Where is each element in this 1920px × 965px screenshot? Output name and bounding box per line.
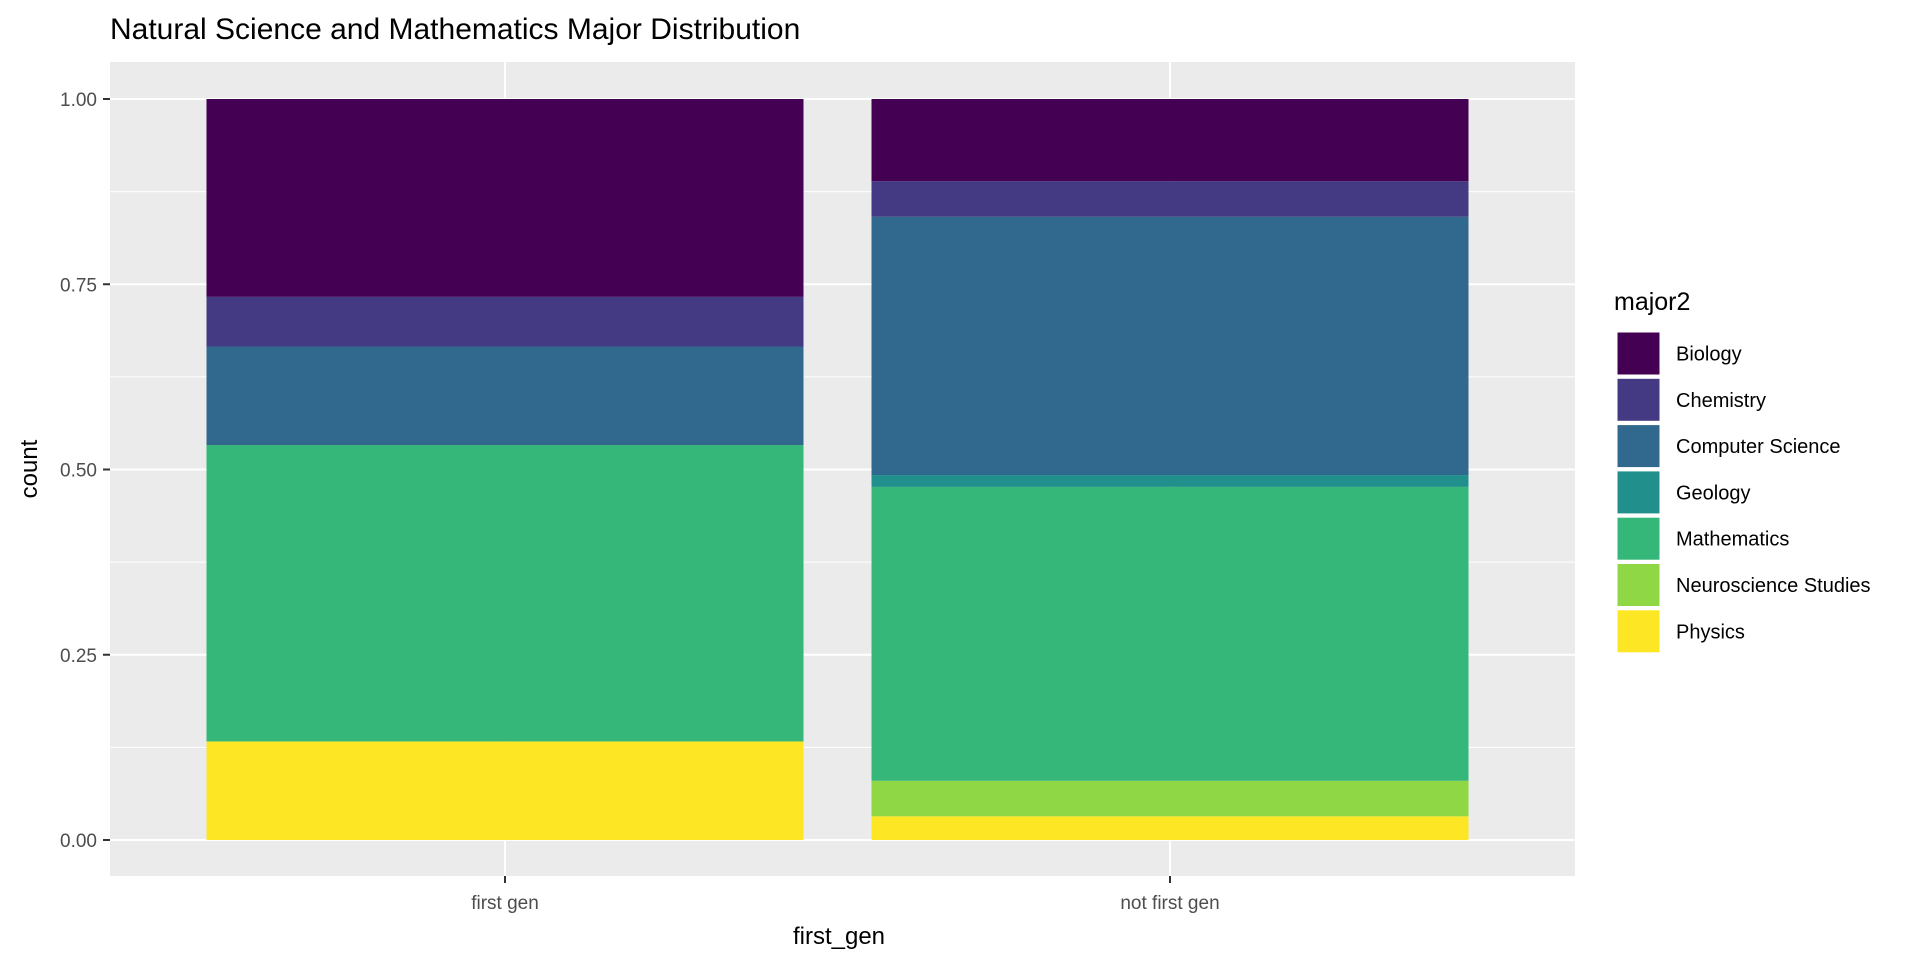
bar-segment xyxy=(206,445,804,742)
y-tick-label: 0.75 xyxy=(60,275,97,296)
legend: major2 Biology Chemistry Computer Science G… xyxy=(1614,288,1871,654)
y-tick-label: 0.00 xyxy=(60,831,97,852)
x-tick-label: first gen xyxy=(471,893,539,914)
y-axis-label: count xyxy=(16,439,43,498)
legend-label: Computer Science xyxy=(1676,436,1841,458)
legend-label: Biology xyxy=(1676,344,1742,366)
bars xyxy=(206,99,1469,840)
legend-label: Chemistry xyxy=(1676,390,1766,412)
legend-key xyxy=(1616,377,1661,422)
legend-key xyxy=(1616,424,1661,469)
bar-segment xyxy=(206,99,804,297)
legend-key xyxy=(1616,470,1661,515)
legend-label: Geology xyxy=(1676,482,1751,504)
bar-segment xyxy=(871,816,1469,840)
y-tick-label: 0.50 xyxy=(60,461,97,482)
bar-segment xyxy=(871,475,1469,487)
legend-label: Mathematics xyxy=(1676,529,1789,551)
legend-items: Biology Chemistry Computer Science Geology M… xyxy=(1616,331,1871,654)
legend-key xyxy=(1616,563,1661,607)
legend-key xyxy=(1616,516,1661,561)
x-axis-label: first_gen xyxy=(793,923,885,950)
x-tick-label: not first gen xyxy=(1120,893,1219,914)
legend-key xyxy=(1616,609,1661,654)
bar-segment xyxy=(871,486,1469,781)
bar-segment xyxy=(871,99,1469,182)
bar-segment xyxy=(206,296,804,347)
bar-segment xyxy=(871,216,1469,476)
bar-segment xyxy=(206,346,804,446)
legend-label: Neuroscience Studies xyxy=(1676,575,1871,597)
legend-title: major2 xyxy=(1614,288,1690,316)
legend-key xyxy=(1616,331,1661,376)
y-tick-label: 1.00 xyxy=(60,90,97,111)
legend-label: Physics xyxy=(1676,621,1745,643)
bar-segment xyxy=(871,181,1469,217)
y-tick-label: 0.25 xyxy=(60,646,97,667)
chart-title: Natural Science and Mathematics Major Di… xyxy=(110,13,800,46)
axes: 0.00 0.25 0.50 0.75 1.00 first gen not first g… xyxy=(60,90,1220,914)
bar-segment xyxy=(206,741,804,840)
bar-segment xyxy=(871,780,1469,817)
